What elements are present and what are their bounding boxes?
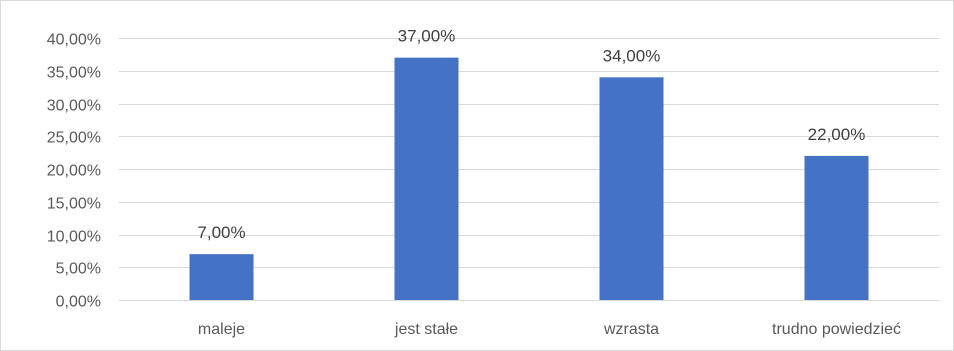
x-category-label: wzrasta	[603, 321, 659, 338]
y-axis-tick-labels: 0,00% 5,00% 10,00% 15,00% 20,00% 25,00% 30,00%…	[47, 32, 101, 311]
x-category-label: trudno powiedzieć	[772, 321, 901, 338]
data-label: 37,00%	[398, 27, 456, 46]
data-label: 7,00%	[197, 223, 245, 242]
y-tick-label: 35,00%	[47, 65, 101, 82]
x-category-label: maleje	[198, 321, 245, 338]
y-tick-label: 10,00%	[47, 229, 101, 246]
data-label: 34,00%	[603, 46, 661, 65]
y-tick-label: 5,00%	[56, 261, 101, 278]
bars	[189, 57, 869, 301]
gridlines	[119, 38, 939, 301]
y-tick-label: 25,00%	[47, 130, 101, 147]
bar	[599, 77, 664, 300]
y-tick-label: 15,00%	[47, 196, 101, 213]
y-tick-label: 0,00%	[56, 294, 101, 311]
y-tick-label: 30,00%	[47, 98, 101, 115]
y-tick-label: 20,00%	[47, 163, 101, 180]
x-category-label: jest stałe	[394, 321, 458, 338]
bar	[189, 254, 254, 300]
bar	[394, 57, 459, 301]
y-tick-label: 40,00%	[47, 32, 101, 49]
data-labels: 7,00% 37,00% 34,00% 22,00%	[197, 27, 866, 242]
bar	[804, 155, 869, 300]
data-label: 22,00%	[808, 125, 866, 144]
x-axis-category-labels: maleje jest stałe wzrasta trudno powiedzieć	[198, 321, 901, 338]
